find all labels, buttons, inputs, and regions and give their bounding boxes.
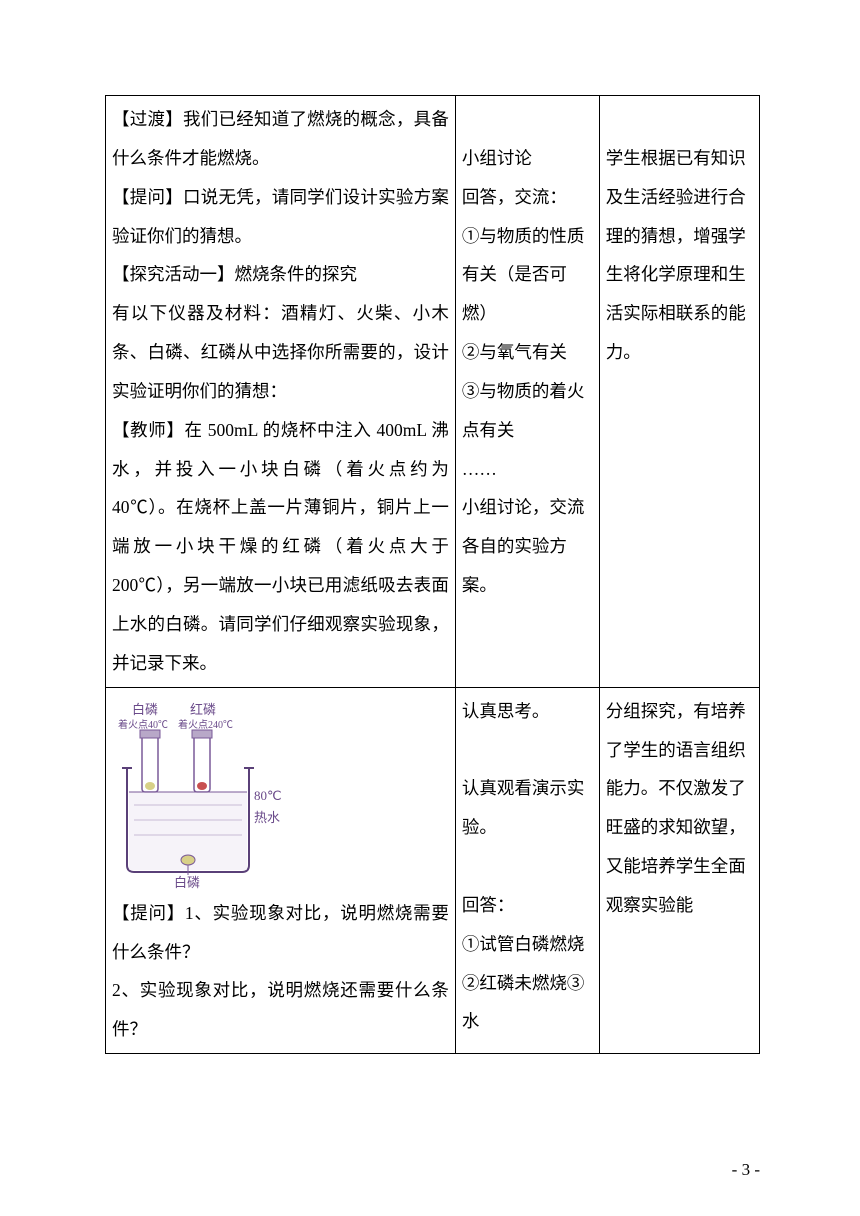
label-white-p-temp: 着火点40℃ <box>118 718 168 731</box>
student-activity-cell: 认真思考。 认真观看演示实验。 回答： ①试管白磷燃烧②红磷未燃烧③水 <box>455 687 599 1053</box>
cell-text: 【过渡】我们已经知道了燃烧的概念，具备什么条件才能燃烧。 【提问】口说无凭，请同… <box>112 100 449 683</box>
table-row: 白磷 着火点40℃ 红磷 着火点240℃ <box>106 687 760 1053</box>
teacher-activity-cell: 【过渡】我们已经知道了燃烧的概念，具备什么条件才能燃烧。 【提问】口说无凭，请同… <box>106 96 456 688</box>
student-activity-cell: 小组讨论 回答，交流： ①与物质的性质有关（是否可燃） ②与氧气有关 ③与物质的… <box>455 96 599 688</box>
beaker-diagram-svg: 白磷 着火点40℃ 红磷 着火点240℃ <box>112 700 292 890</box>
label-red-p-temp: 着火点240℃ <box>178 718 233 731</box>
label-white-p-bottom: 白磷 <box>174 875 200 890</box>
cell-text: 认真思考。 认真观看演示实验。 回答： ①试管白磷燃烧②红磷未燃烧③水 <box>462 692 593 1042</box>
design-intent-cell: 学生根据已有知识及生活经验进行合理的猜想，增强学生将化学原理和生活实际相联系的能… <box>599 96 759 688</box>
page-content: 【过渡】我们已经知道了燃烧的概念，具备什么条件才能燃烧。 【提问】口说无凭，请同… <box>0 0 860 1054</box>
cell-text: 小组讨论 回答，交流： ①与物质的性质有关（是否可燃） ②与氧气有关 ③与物质的… <box>462 100 593 605</box>
label-temp-80: 80℃ <box>254 788 282 803</box>
cell-text: 【提问】1、实验现象对比，说明燃烧需要什么条件？ 2、实验现象对比，说明燃烧还需… <box>112 894 449 1049</box>
cell-text: 学生根据已有知识及生活经验进行合理的猜想，增强学生将化学原理和生活实际相联系的能… <box>606 100 753 372</box>
page-number: - 3 - <box>732 1160 760 1180</box>
table-row: 【过渡】我们已经知道了燃烧的概念，具备什么条件才能燃烧。 【提问】口说无凭，请同… <box>106 96 760 688</box>
lesson-plan-table: 【过渡】我们已经知道了燃烧的概念，具备什么条件才能燃烧。 【提问】口说无凭，请同… <box>105 95 760 1054</box>
label-white-phosphorus: 白磷 <box>132 702 158 717</box>
design-intent-cell: 分组探究，有培养了学生的语言组织能力。不仅激发了旺盛的求知欲望，又能培养学生全面… <box>599 687 759 1053</box>
label-red-phosphorus: 红磷 <box>190 702 216 717</box>
teacher-activity-cell: 白磷 着火点40℃ 红磷 着火点240℃ <box>106 687 456 1053</box>
experiment-diagram: 白磷 着火点40℃ 红磷 着火点240℃ <box>112 700 292 890</box>
label-hot-water: 热水 <box>254 810 280 825</box>
cell-text: 分组探究，有培养了学生的语言组织能力。不仅激发了旺盛的求知欲望，又能培养学生全面… <box>606 692 753 925</box>
